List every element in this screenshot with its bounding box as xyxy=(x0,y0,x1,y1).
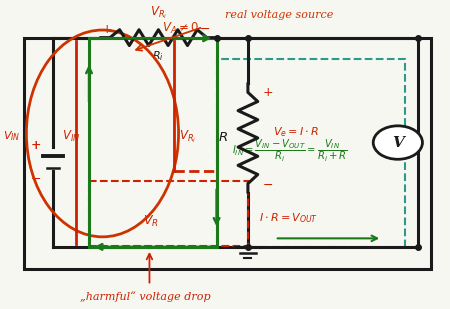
Text: $V_{R_i}$: $V_{R_i}$ xyxy=(150,4,167,21)
Circle shape xyxy=(373,126,423,159)
Text: $R_i$: $R_i$ xyxy=(153,49,164,63)
Text: real voltage source: real voltage source xyxy=(225,10,333,20)
Text: +: + xyxy=(102,23,112,36)
Text: +: + xyxy=(31,139,41,152)
Bar xyxy=(24,38,432,269)
Text: +: + xyxy=(262,86,273,99)
Text: −: − xyxy=(262,179,273,192)
Bar xyxy=(216,59,405,248)
Text: $V_e = I \cdot R$: $V_e = I \cdot R$ xyxy=(273,125,319,139)
Text: −: − xyxy=(200,23,211,36)
Text: $V_{IN}$: $V_{IN}$ xyxy=(3,129,20,143)
Text: $V_{IN}$: $V_{IN}$ xyxy=(62,129,81,144)
Text: −: − xyxy=(31,172,41,185)
Text: $R$: $R$ xyxy=(218,132,228,145)
Bar xyxy=(89,180,248,246)
Text: V: V xyxy=(392,136,404,150)
Text: „harmful“ voltage drop: „harmful“ voltage drop xyxy=(80,291,210,302)
Text: $V_R$: $V_R$ xyxy=(143,214,158,229)
Text: $V_A \neq 0$: $V_A \neq 0$ xyxy=(162,21,199,36)
Text: $I_{IN} = \dfrac{V_{IN} - V_{OUT}}{R_i} = \dfrac{V_{IN}}{R_i + R}$: $I_{IN} = \dfrac{V_{IN} - V_{OUT}}{R_i} … xyxy=(232,137,348,163)
Text: $V_{R_i}$: $V_{R_i}$ xyxy=(179,128,196,145)
Text: $I \cdot R = V_{OUT}$: $I \cdot R = V_{OUT}$ xyxy=(259,212,318,226)
